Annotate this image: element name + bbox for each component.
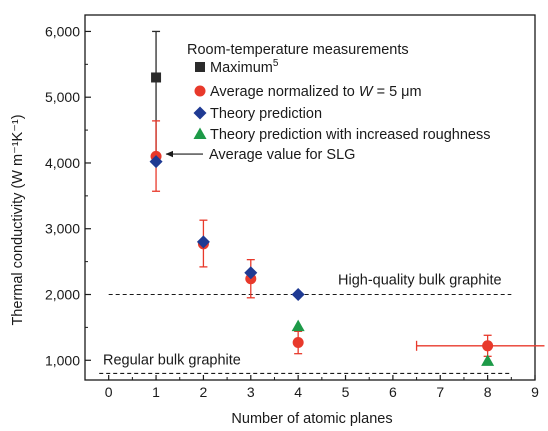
x-tick-label: 4 xyxy=(294,384,302,400)
square-data-point xyxy=(151,72,162,83)
y-tick-label: 4,000 xyxy=(45,155,80,171)
triangle-data-point xyxy=(291,319,305,332)
x-tick-label: 6 xyxy=(389,384,397,400)
reference-label-high-quality: High-quality bulk graphite xyxy=(338,273,502,289)
legend-label-4: Theory prediction with increased roughne… xyxy=(210,127,490,143)
y-tick-label: 2,000 xyxy=(45,287,80,303)
y-axis-title: Thermal conductivity (W m⁻¹K⁻¹) xyxy=(10,114,26,325)
legend-label-text: Theory prediction with increased roughne… xyxy=(210,127,490,143)
circle-data-point xyxy=(292,337,304,349)
reference-lines-layer xyxy=(99,293,512,374)
x-tick-label: 9 xyxy=(531,384,539,400)
legend-label-text: Maximum xyxy=(210,60,273,76)
y-tick-label: 1,000 xyxy=(45,352,80,368)
x-tick-label: 8 xyxy=(484,384,492,400)
y-tick-label: 6,000 xyxy=(45,23,80,39)
legend-label-part: W xyxy=(359,84,374,100)
circle-data-point xyxy=(482,340,494,352)
y-tick-label: 3,000 xyxy=(45,221,80,237)
diamond-data-point xyxy=(196,235,210,249)
diamond-data-point xyxy=(149,155,163,169)
legend-square-marker xyxy=(195,62,205,72)
annotation-label: Average value for SLG xyxy=(209,147,355,163)
data-layer xyxy=(149,30,545,366)
x-tick-label: 2 xyxy=(200,384,208,400)
diamond-data-point xyxy=(291,288,305,302)
legend-label-3: Theory prediction xyxy=(210,106,322,122)
x-tick-label: 5 xyxy=(342,384,350,400)
legend-label-2: Average normalized to W = 5 μm xyxy=(210,84,422,100)
x-tick-label: 3 xyxy=(247,384,255,400)
legend: Maximum5 Average normalized to W = 5 μm Th… xyxy=(193,58,490,143)
legend-title: Room-temperature measurements xyxy=(187,42,409,58)
x-axis-title: Number of atomic planes xyxy=(231,411,392,427)
legend-label-text: Theory prediction xyxy=(210,106,322,122)
x-tick-label: 7 xyxy=(436,384,444,400)
legend-diamond-marker xyxy=(193,106,207,120)
axes-layer: 0 1 2 3 4 5 6 7 8 9 1,000 2,000 3,000 4,000 5,000 6,000 xyxy=(45,14,539,400)
legend-triangle-marker xyxy=(193,127,207,139)
x-tick-label: 0 xyxy=(105,384,113,400)
reference-label-regular: Regular bulk graphite xyxy=(103,352,241,368)
legend-circle-marker xyxy=(194,85,206,97)
plot-frame xyxy=(84,14,536,381)
diamond-data-point xyxy=(244,266,258,280)
y-tick-label: 5,000 xyxy=(45,89,80,105)
legend-label-superscript: 5 xyxy=(273,58,279,69)
triangle-data-point xyxy=(481,354,495,366)
legend-label-part: Average normalized to xyxy=(210,84,359,100)
legend-label-1: Maximum5 xyxy=(210,58,279,76)
legend-label-part: = 5 μm xyxy=(373,84,422,100)
text-layer: Thermal conductivity (W m⁻¹K⁻¹) Number o… xyxy=(10,42,502,427)
x-tick-label: 1 xyxy=(152,384,160,400)
